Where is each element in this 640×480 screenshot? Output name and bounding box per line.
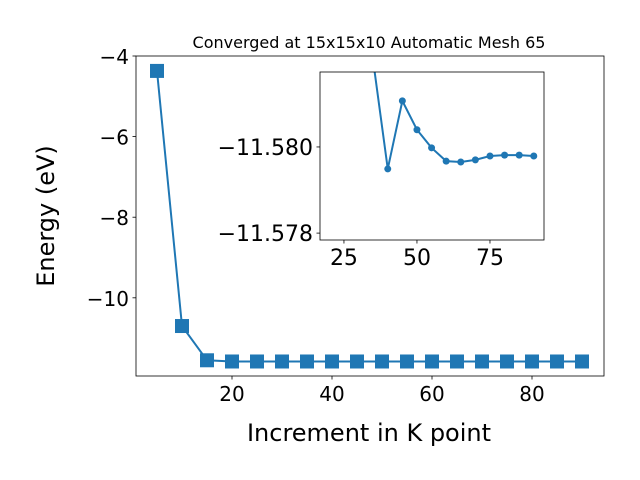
marker — [450, 354, 464, 369]
x-tick-label: 80 — [519, 382, 544, 406]
marker — [486, 152, 494, 160]
x-tick-label: 60 — [419, 382, 444, 406]
marker — [515, 151, 523, 159]
marker — [400, 354, 414, 369]
marker — [200, 353, 214, 368]
marker — [428, 144, 436, 152]
y-tick-label: −11.578 — [218, 222, 313, 247]
marker — [525, 354, 539, 369]
marker — [457, 158, 465, 166]
y-tick-label: −6 — [100, 126, 129, 150]
y-tick-label: −8 — [100, 206, 129, 230]
marker — [501, 151, 509, 159]
marker — [425, 354, 439, 369]
y-tick-label: −11.580 — [218, 136, 313, 161]
y-tick-label: −4 — [100, 45, 129, 69]
marker — [150, 63, 164, 78]
marker — [471, 156, 479, 164]
marker — [350, 354, 364, 369]
marker — [325, 354, 339, 369]
x-tick-label: 40 — [319, 382, 344, 406]
marker — [300, 354, 314, 369]
marker — [500, 354, 514, 369]
plot-content — [373, 72, 538, 173]
y-tick-label: −10 — [87, 287, 129, 311]
chart-title: Converged at 15x15x10 Automatic Mesh 65 — [193, 33, 546, 52]
x-tick-label: 25 — [330, 246, 358, 271]
x-tick-label: 20 — [219, 382, 244, 406]
axes-frame — [319, 71, 545, 241]
marker — [250, 354, 264, 369]
plot-content — [150, 63, 589, 369]
marker — [175, 319, 189, 334]
x-tick-label: 75 — [476, 246, 504, 271]
marker — [275, 354, 289, 369]
marker — [575, 354, 589, 369]
inset-chart: 25 50 75 −11.580 −11.578 — [218, 71, 545, 271]
x-axis-label: Increment in K point — [247, 419, 491, 447]
y-axis-label: Energy (eV) — [32, 145, 60, 287]
marker — [530, 152, 538, 160]
marker — [442, 157, 450, 165]
marker — [550, 354, 564, 369]
marker — [384, 165, 392, 173]
marker — [398, 97, 406, 105]
marker — [413, 126, 421, 134]
x-tick-label: 50 — [403, 246, 431, 271]
marker — [225, 354, 239, 369]
axes-frame — [135, 55, 605, 377]
marker — [375, 354, 389, 369]
marker — [475, 354, 489, 369]
